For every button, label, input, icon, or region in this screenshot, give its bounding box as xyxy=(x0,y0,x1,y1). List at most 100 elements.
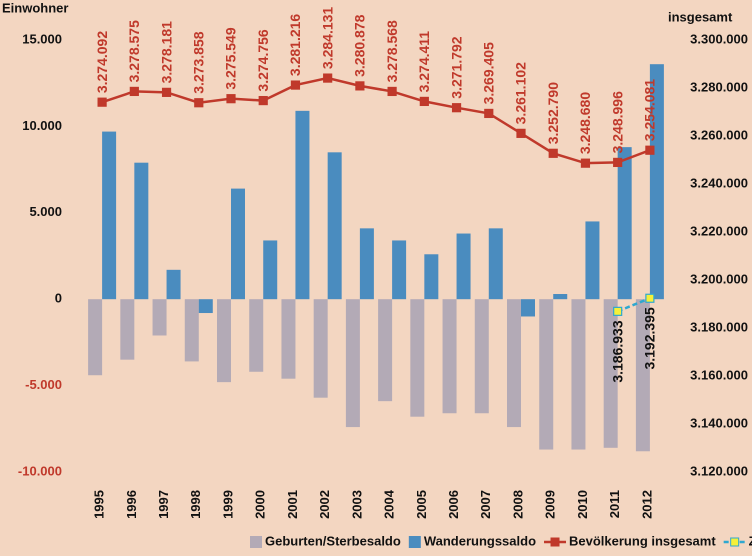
value-label: 3.274.411 xyxy=(416,31,432,93)
value-label: 3.284.131 xyxy=(319,7,335,69)
y-tick-label: 0 xyxy=(55,291,62,306)
bar xyxy=(217,299,231,383)
value-label: 3.275.549 xyxy=(223,27,239,89)
y2-tick-label: 3.180.000 xyxy=(690,319,748,334)
marker xyxy=(419,96,429,107)
legend-swatch xyxy=(250,536,262,548)
legend-label: Zensus 2011 xyxy=(749,533,752,548)
bar xyxy=(474,299,489,414)
bar xyxy=(263,240,278,300)
marker xyxy=(451,103,462,113)
x-tick-label: 2002 xyxy=(317,490,332,519)
line xyxy=(617,297,651,313)
y2-tick-label: 3.260.000 xyxy=(690,127,748,142)
bar xyxy=(102,131,117,300)
bar xyxy=(152,299,167,336)
x-tick-label: 1998 xyxy=(188,490,203,519)
bar xyxy=(539,299,554,450)
bar xyxy=(521,299,535,317)
value-label: 3.273.858 xyxy=(190,31,206,93)
bar xyxy=(359,228,374,300)
y-tick-label: -10.000 xyxy=(18,463,62,478)
legend-label: Wanderungssaldo xyxy=(424,533,536,548)
x-tick-label: 2004 xyxy=(382,489,397,519)
marker xyxy=(226,94,236,104)
marker xyxy=(355,81,365,91)
bar xyxy=(571,299,586,450)
value-label: 3.274.092 xyxy=(94,31,110,93)
legend-swatch xyxy=(408,536,421,548)
y-tick-label: 10.000 xyxy=(22,118,62,133)
y2-tick-label: 3.200.000 xyxy=(690,271,748,286)
marker xyxy=(548,148,558,158)
bar xyxy=(649,64,664,300)
marker xyxy=(290,80,301,90)
value-label: 3.186.933 xyxy=(609,320,625,382)
bar xyxy=(327,152,342,300)
bar xyxy=(378,299,393,402)
legend-label: Bevölkerung insgesamt xyxy=(569,533,716,548)
marker xyxy=(387,86,397,97)
value-label: 3.248.680 xyxy=(577,92,593,154)
y2-tick-label: 3.240.000 xyxy=(690,175,748,190)
bar xyxy=(249,299,264,372)
bar xyxy=(295,110,310,300)
marker xyxy=(516,128,526,138)
x-tick-label: 2008 xyxy=(510,490,525,519)
x-tick-label: 2011 xyxy=(607,490,622,518)
marker xyxy=(194,98,204,108)
bar xyxy=(410,299,425,417)
value-label: 3.281.216 xyxy=(287,14,303,76)
marker xyxy=(645,293,655,303)
bar xyxy=(88,299,103,376)
x-tick-label: 2007 xyxy=(478,490,493,519)
y-tick-label: -5.000 xyxy=(25,377,62,392)
value-label: 3.252.790 xyxy=(545,82,561,144)
y2-axis-title: insgesamt xyxy=(668,9,733,24)
bar xyxy=(585,221,600,300)
value-label: 3.254.081 xyxy=(642,79,658,141)
bar xyxy=(507,299,521,428)
bar xyxy=(392,240,407,300)
value-label: 3.278.568 xyxy=(384,20,400,82)
value-label: 3.271.792 xyxy=(448,36,464,98)
bar xyxy=(442,299,457,414)
value-label: 3.192.395 xyxy=(642,307,658,369)
x-tick-label: 2010 xyxy=(575,490,590,519)
value-label: 3.280.878 xyxy=(352,14,368,76)
x-tick-label: 2001 xyxy=(285,490,300,519)
bar xyxy=(617,147,632,300)
marker xyxy=(161,87,172,97)
marker xyxy=(645,145,655,155)
x-tick-label: 2005 xyxy=(414,490,429,519)
y2-tick-label: 3.160.000 xyxy=(690,367,748,382)
bar xyxy=(134,162,149,300)
bar xyxy=(231,188,245,300)
marker xyxy=(484,108,494,119)
x-tick-label: 2000 xyxy=(253,490,268,519)
value-label: 3.248.996 xyxy=(609,91,625,153)
bar xyxy=(313,299,328,398)
bar xyxy=(553,294,568,300)
legend-marker xyxy=(730,537,740,547)
bar xyxy=(424,254,439,300)
value-label: 3.274.756 xyxy=(255,29,271,91)
x-tick-label: 2012 xyxy=(639,490,654,519)
marker xyxy=(580,158,591,168)
bar xyxy=(281,299,296,379)
x-tick-label: 2006 xyxy=(446,490,461,519)
y-tick-label: 5.000 xyxy=(29,204,62,219)
x-tick-label: 1996 xyxy=(124,490,139,519)
y2-tick-label: 3.280.000 xyxy=(690,79,748,94)
line xyxy=(101,76,651,165)
y-tick-label: 15.000 xyxy=(22,31,62,46)
y2-tick-label: 3.120.000 xyxy=(690,463,748,478)
marker xyxy=(613,157,623,168)
marker xyxy=(323,73,333,83)
bar xyxy=(184,299,199,362)
x-tick-label: 2009 xyxy=(543,490,558,519)
bar xyxy=(345,299,360,428)
legend-marker xyxy=(550,537,560,547)
